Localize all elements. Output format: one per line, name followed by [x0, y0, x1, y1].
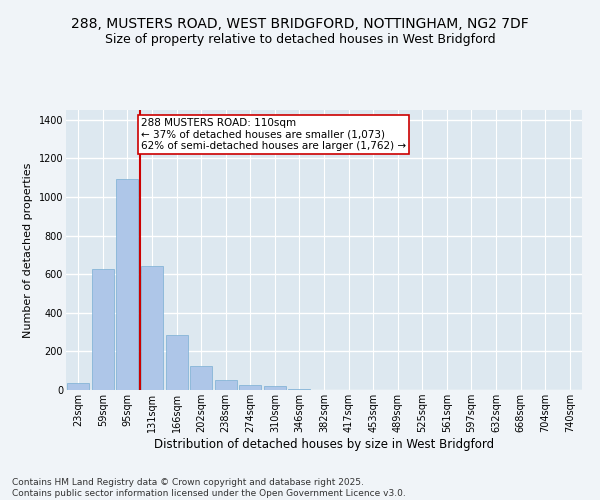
- Text: Contains HM Land Registry data © Crown copyright and database right 2025.
Contai: Contains HM Land Registry data © Crown c…: [12, 478, 406, 498]
- Bar: [190, 366, 212, 390]
- Bar: [92, 270, 114, 390]
- Bar: [264, 386, 286, 390]
- Text: 288, MUSTERS ROAD, WEST BRIDGFORD, NOTTINGHAM, NG2 7DF: 288, MUSTERS ROAD, WEST BRIDGFORD, NOTTI…: [71, 18, 529, 32]
- Bar: [215, 380, 237, 390]
- Bar: [166, 335, 188, 390]
- Y-axis label: Number of detached properties: Number of detached properties: [23, 162, 33, 338]
- X-axis label: Distribution of detached houses by size in West Bridgford: Distribution of detached houses by size …: [154, 438, 494, 451]
- Bar: [289, 389, 310, 390]
- Bar: [116, 178, 139, 390]
- Text: Size of property relative to detached houses in West Bridgford: Size of property relative to detached ho…: [104, 34, 496, 46]
- Text: 288 MUSTERS ROAD: 110sqm
← 37% of detached houses are smaller (1,073)
62% of sem: 288 MUSTERS ROAD: 110sqm ← 37% of detach…: [141, 118, 406, 151]
- Bar: [67, 383, 89, 390]
- Bar: [141, 266, 163, 390]
- Bar: [239, 385, 262, 390]
